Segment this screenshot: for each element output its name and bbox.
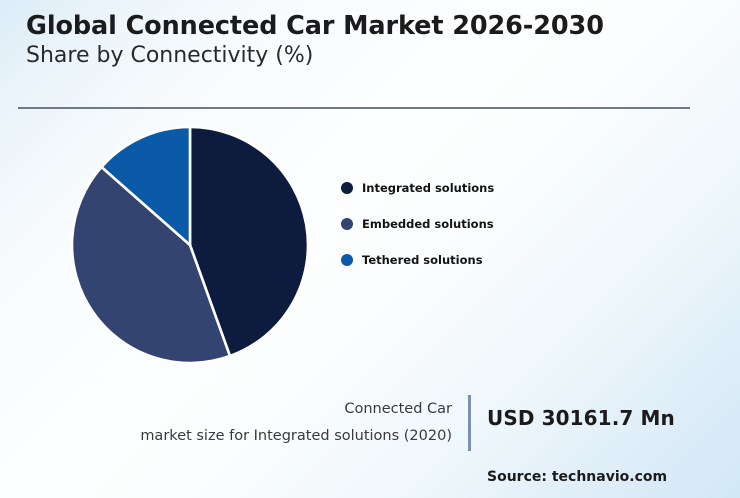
chart-subtitle: Share by Connectivity (%) bbox=[26, 42, 314, 68]
pie-slice[interactable] bbox=[188, 125, 310, 358]
pie-slice-group bbox=[70, 125, 310, 365]
footer-caption-line2: market size for Integrated solutions (20… bbox=[140, 427, 452, 444]
legend-item-label: Embedded solutions bbox=[362, 217, 494, 231]
legend-item-label: Tethered solutions bbox=[362, 253, 483, 267]
pie-chart bbox=[70, 125, 310, 365]
footer-divider bbox=[468, 395, 471, 451]
footer-caption-line1: Connected Car bbox=[344, 401, 452, 417]
legend-item-label: Integrated solutions bbox=[362, 181, 495, 195]
footer-caption: Connected Car market size for Integrated… bbox=[90, 396, 452, 450]
legend-item-integrated-solutions[interactable]: Integrated solutions bbox=[341, 170, 591, 206]
title-divider bbox=[18, 107, 690, 109]
source-attribution: Source: technavio.com bbox=[487, 469, 668, 485]
chart-legend: Integrated solutions Embedded solutions … bbox=[341, 170, 591, 278]
legend-item-tethered-solutions[interactable]: Tethered solutions bbox=[341, 242, 591, 278]
page-title: Global Connected Car Market 2026-2030 bbox=[26, 11, 604, 41]
title-block: Global Connected Car Market 2026-2030 Sh… bbox=[26, 11, 696, 69]
pie-chart-svg bbox=[70, 125, 310, 365]
legend-swatch-icon bbox=[341, 254, 353, 266]
legend-swatch-icon bbox=[341, 182, 353, 194]
legend-swatch-icon bbox=[341, 218, 353, 230]
pie-slice[interactable] bbox=[100, 125, 192, 247]
market-size-value: USD 30161.7 Mn bbox=[487, 406, 675, 430]
legend-item-embedded-solutions[interactable]: Embedded solutions bbox=[341, 206, 591, 242]
pie-slice[interactable] bbox=[70, 165, 232, 365]
